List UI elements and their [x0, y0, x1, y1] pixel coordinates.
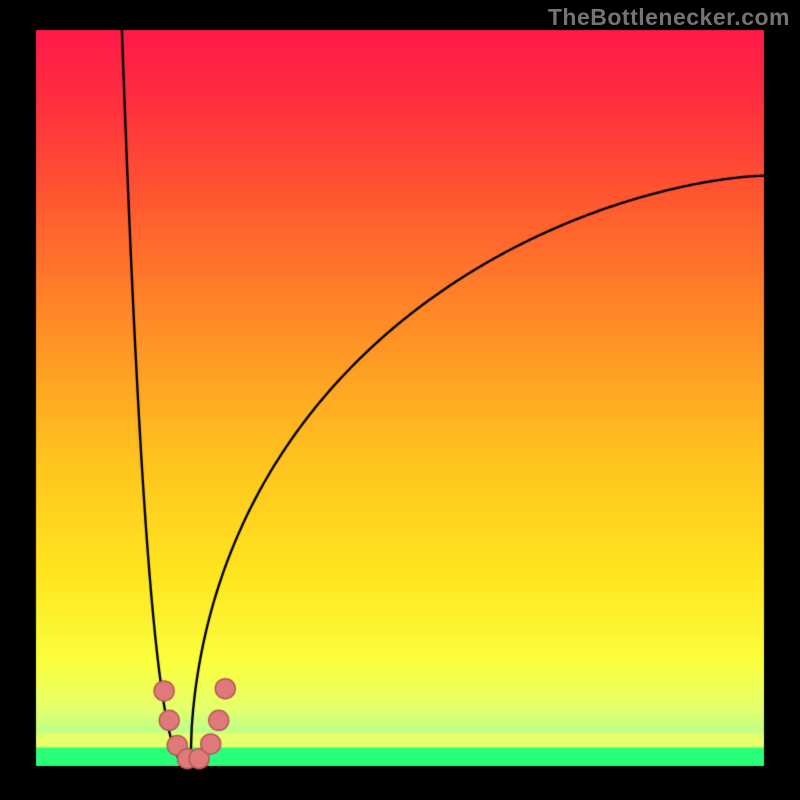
bottleneck-chart — [0, 0, 800, 800]
